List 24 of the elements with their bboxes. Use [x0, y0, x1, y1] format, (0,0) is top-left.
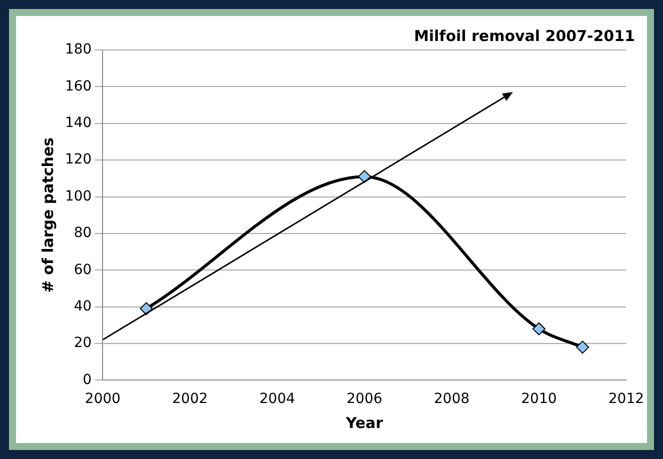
y-tick-label: 120	[64, 152, 92, 168]
y-tick-label: 160	[64, 78, 92, 94]
y-tick-label: 80	[74, 225, 92, 242]
point	[358, 170, 371, 184]
chart-title: Milfoil removal 2007-2011	[414, 26, 635, 45]
point	[140, 302, 153, 316]
x-tick-label: 2002	[172, 391, 208, 408]
x-tick-label: 2004	[259, 391, 296, 408]
point	[576, 340, 590, 354]
y-axis-title: # of large patches	[38, 137, 57, 293]
x-tick-label: 2010	[521, 391, 557, 408]
y-tick-label: 20	[74, 335, 92, 352]
point	[532, 322, 546, 336]
y-tick-label: 0	[82, 372, 92, 388]
y-tick-label: 60	[74, 262, 92, 278]
y-tick-label: 140	[64, 115, 92, 132]
x-tick-label: 2000	[84, 391, 121, 408]
x-tick-label: 2012	[608, 391, 644, 408]
x-axis-title: Year	[344, 414, 384, 432]
x-tick-label: 2006	[346, 391, 382, 408]
y-tick-label: 100	[64, 188, 92, 204]
y-tick-label: 180	[64, 42, 92, 58]
y-tick-label: 40	[74, 298, 92, 314]
x-tick-label: 2008	[434, 391, 470, 408]
